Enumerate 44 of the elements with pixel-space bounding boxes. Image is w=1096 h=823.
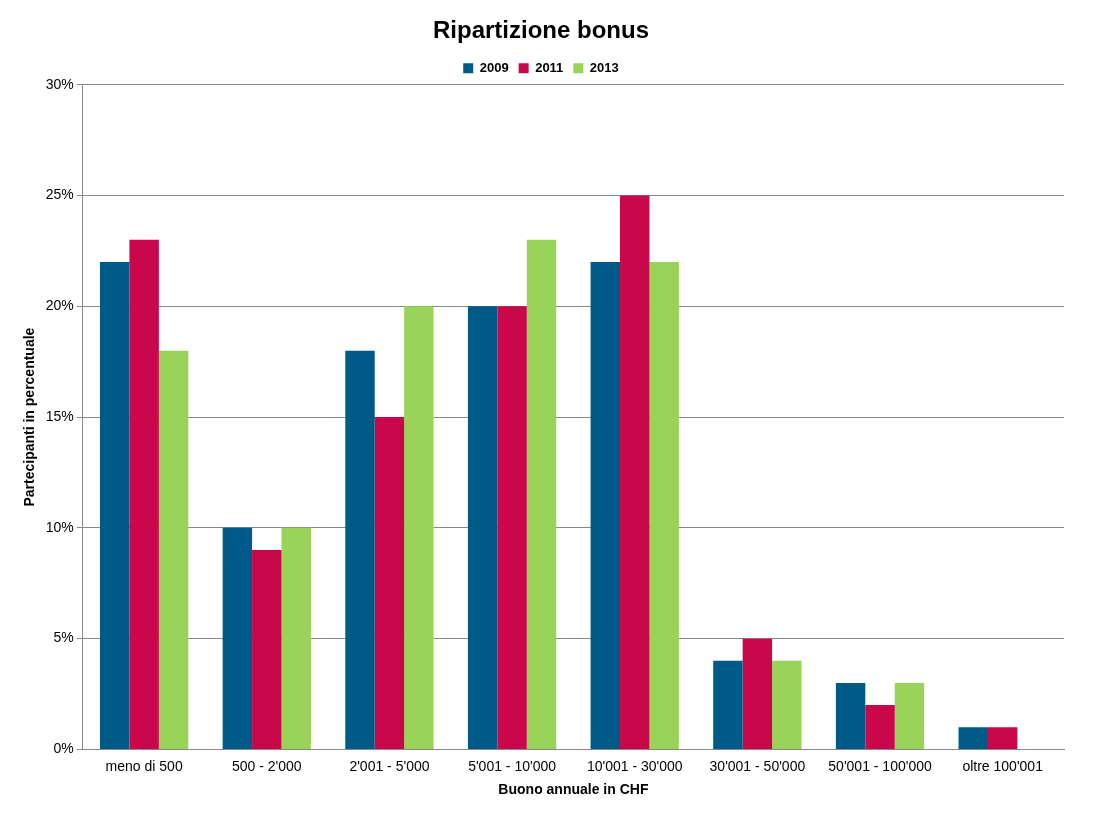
y-axis-title: Partecipanti in percentuale xyxy=(21,327,38,507)
bar xyxy=(713,660,743,749)
x-tick-label: 5'001 - 10'000 xyxy=(468,757,557,774)
bar xyxy=(865,705,895,749)
x-axis-title: Buono annuale in CHF xyxy=(498,781,649,798)
bar xyxy=(345,350,375,749)
bar xyxy=(526,239,557,749)
y-tick-label: 20% xyxy=(45,297,74,314)
x-tick-label: 10'001 - 30'000 xyxy=(586,757,683,774)
bar xyxy=(99,262,130,749)
legend-label: 2011 xyxy=(535,59,564,75)
bar xyxy=(742,638,773,749)
x-tick-label: meno di 500 xyxy=(105,757,183,774)
x-tick-label: 30'001 - 50'000 xyxy=(709,757,806,774)
y-tick-label: 10% xyxy=(45,518,74,535)
y-tick-label: 30% xyxy=(45,75,74,92)
y-tick-label: 15% xyxy=(45,407,74,424)
legend-label: 2013 xyxy=(589,59,619,75)
bar xyxy=(404,306,434,749)
y-tick-label: 25% xyxy=(45,186,74,203)
bar xyxy=(222,527,253,749)
x-tick-label: 50'001 - 100'000 xyxy=(828,757,932,774)
legend-label: 2009 xyxy=(479,59,509,75)
bar xyxy=(252,550,282,749)
bar xyxy=(281,527,311,749)
y-tick-label: 5% xyxy=(53,629,74,646)
x-tick-label: oltre 100'001 xyxy=(962,757,1044,774)
bar xyxy=(590,262,621,749)
bar xyxy=(374,417,405,749)
x-tick-label: 2'001 - 5'000 xyxy=(349,757,430,774)
y-tick-label: 0% xyxy=(53,740,74,757)
bar xyxy=(835,682,866,749)
bar xyxy=(958,727,988,749)
bar xyxy=(620,195,650,749)
bar xyxy=(129,239,159,749)
bar xyxy=(497,306,527,749)
bar xyxy=(894,682,925,749)
bar xyxy=(649,262,679,749)
bar xyxy=(467,306,498,749)
chart-title: Ripartizione bonus xyxy=(433,16,649,44)
x-tick-label: 500 - 2'000 xyxy=(231,757,302,774)
bar xyxy=(987,727,1018,749)
bar xyxy=(772,660,802,749)
bar xyxy=(158,350,189,749)
